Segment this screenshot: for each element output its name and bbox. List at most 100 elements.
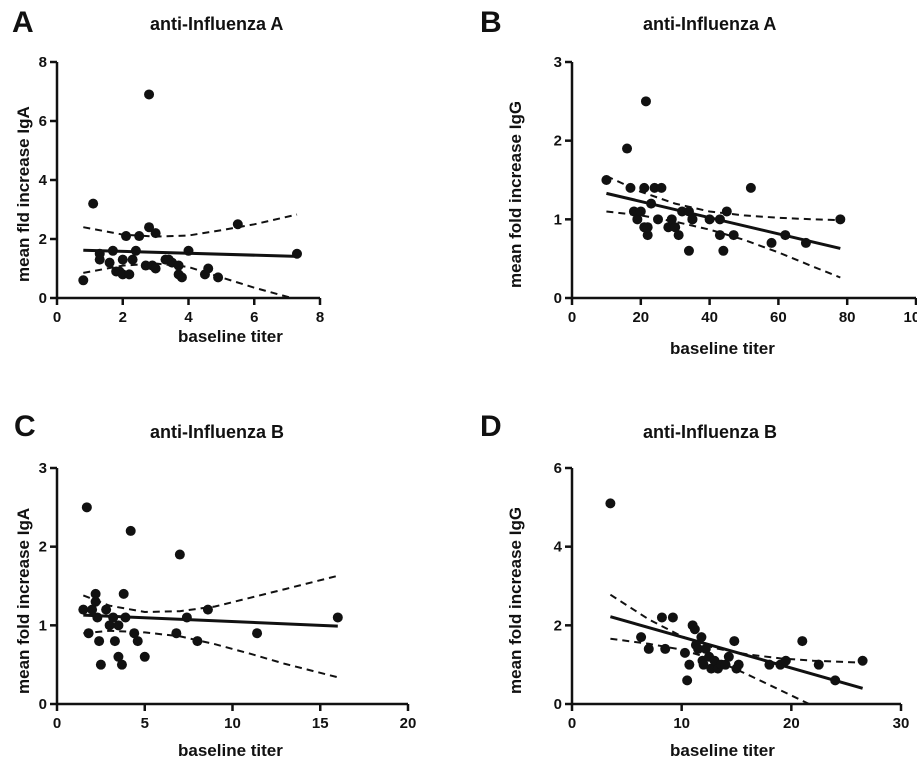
data-point — [663, 222, 674, 233]
data-point — [683, 206, 694, 217]
data-point — [117, 254, 128, 265]
x-tick-label: 40 — [701, 309, 718, 326]
data-point — [332, 612, 343, 623]
data-point — [718, 245, 729, 256]
data-point — [643, 643, 654, 654]
data-point — [124, 269, 135, 280]
x-tick-label: 6 — [250, 309, 258, 326]
data-point — [181, 612, 192, 623]
data-point — [203, 263, 214, 274]
x-tick-label: 0 — [568, 309, 576, 326]
x-tick-label: 5 — [141, 715, 149, 732]
chart-title: anti-Influenza B — [643, 422, 777, 442]
data-point — [134, 231, 145, 242]
data-point — [121, 231, 132, 242]
data-point — [232, 219, 243, 230]
ci-upper-line — [83, 213, 298, 238]
data-point — [830, 675, 841, 686]
data-point — [173, 260, 184, 271]
data-point — [628, 206, 639, 217]
y-tick-label: 1 — [554, 211, 562, 228]
data-point — [677, 206, 688, 217]
data-point — [682, 675, 693, 686]
x-axis-label: baseline titer — [178, 327, 283, 346]
data-point — [642, 222, 653, 233]
x-tick-label: 20 — [400, 715, 417, 732]
data-point — [700, 643, 711, 654]
x-tick-label: 100 — [903, 309, 917, 326]
y-tick-label: 1 — [39, 617, 47, 634]
data-point — [766, 237, 777, 248]
ci-lower-line — [610, 637, 812, 704]
data-point — [127, 254, 138, 265]
data-point — [150, 228, 161, 239]
data-point — [78, 275, 89, 286]
x-tick-label: 30 — [893, 715, 910, 732]
data-point — [132, 636, 143, 647]
data-point — [129, 628, 140, 639]
y-tick-label: 8 — [39, 54, 47, 71]
data-point — [150, 263, 161, 274]
data-point — [113, 620, 124, 631]
x-tick-label: 0 — [53, 715, 61, 732]
data-point — [731, 663, 742, 674]
panel-letter: B — [480, 6, 502, 39]
data-point — [646, 198, 657, 209]
x-tick-label: 4 — [184, 309, 193, 326]
x-axis-label: baseline titer — [670, 339, 775, 358]
scatter-plot: 0 1 2 3 0 20 40 60 80 100 — [554, 54, 917, 326]
data-point — [92, 612, 103, 623]
data-point — [721, 206, 732, 217]
y-tick-label: 6 — [554, 460, 562, 477]
data-point — [813, 659, 824, 670]
x-axis-label: baseline titer — [670, 741, 775, 760]
data-point — [130, 245, 141, 256]
panel-c: C anti-Influenza B mean fold increase Ig… — [0, 382, 458, 764]
panel-letter: C — [14, 410, 36, 443]
data-point — [192, 636, 203, 647]
data-point — [81, 502, 92, 513]
data-point — [636, 632, 647, 643]
data-point — [116, 659, 127, 670]
data-point — [714, 214, 725, 225]
data-point — [94, 636, 105, 647]
data-point — [696, 632, 707, 643]
x-tick-label: 60 — [770, 309, 787, 326]
data-point — [252, 628, 263, 639]
x-tick-label: 20 — [632, 309, 649, 326]
y-tick-label: 4 — [39, 172, 48, 189]
scatter-plot: 0 2 4 6 0 10 20 30 — [554, 460, 910, 732]
data-point — [144, 89, 155, 100]
data-point — [693, 643, 704, 654]
x-tick-label: 10 — [673, 715, 690, 732]
panel-letter: D — [480, 410, 502, 443]
y-tick-label: 0 — [39, 696, 47, 713]
data-point — [139, 651, 150, 662]
y-tick-label: 2 — [554, 133, 562, 150]
data-point — [640, 96, 651, 107]
data-point — [714, 230, 725, 241]
data-point — [653, 214, 663, 225]
data-point — [113, 651, 124, 662]
data-point — [728, 230, 739, 241]
y-tick-label: 0 — [554, 696, 562, 713]
scatter-plot: 0 1 2 3 0 5 10 15 20 — [39, 460, 417, 732]
data-point — [704, 214, 715, 225]
chart-title: anti-Influenza B — [150, 422, 284, 442]
data-point — [90, 596, 101, 607]
data-point — [88, 198, 99, 209]
data-point — [183, 245, 194, 256]
data-point — [797, 636, 808, 647]
ci-lower-line — [83, 262, 296, 298]
y-tick-label: 0 — [554, 290, 562, 307]
data-point — [108, 612, 119, 623]
data-point — [698, 659, 709, 670]
data-point — [780, 230, 791, 241]
y-tick-label: 3 — [554, 54, 562, 71]
y-tick-label: 2 — [39, 231, 47, 248]
chart-title: anti-Influenza A — [643, 14, 777, 34]
data-point — [639, 182, 650, 193]
regression-line — [609, 615, 864, 690]
data-point — [660, 643, 671, 654]
data-point — [642, 230, 653, 241]
